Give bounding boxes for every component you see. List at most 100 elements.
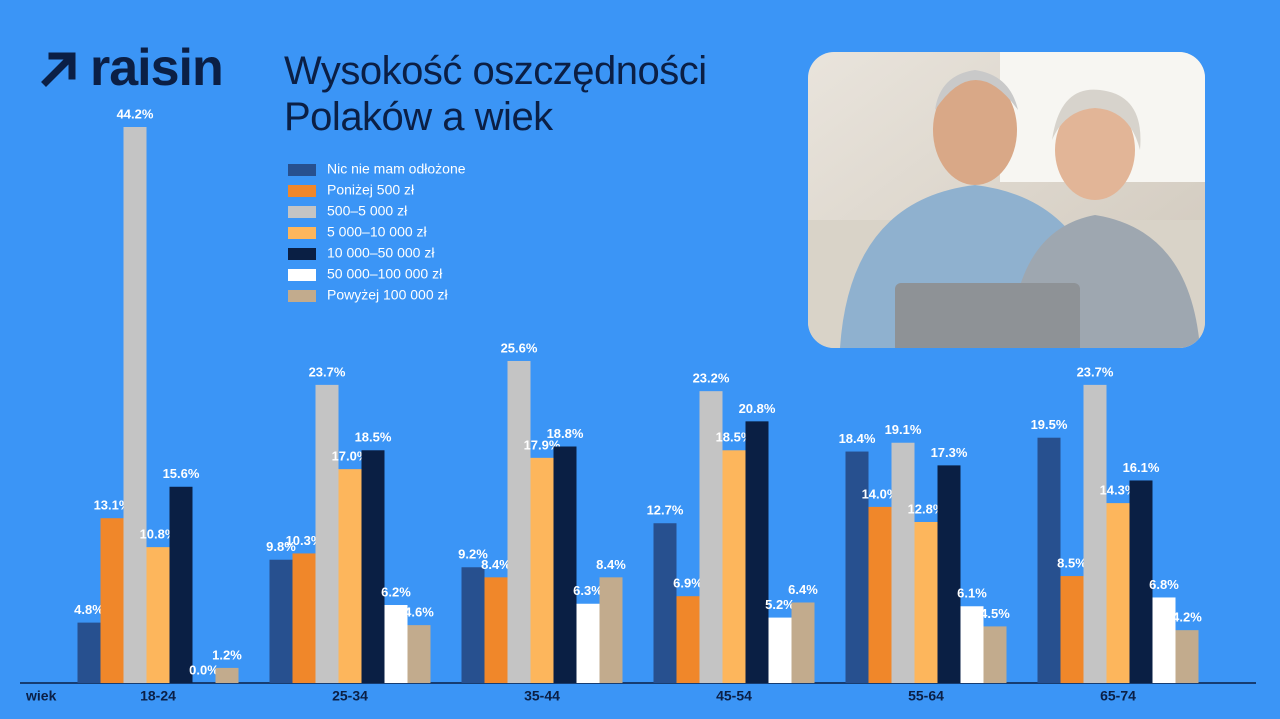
bar xyxy=(868,506,892,683)
legend-label: 10 000–50 000 zł xyxy=(327,245,435,261)
bar xyxy=(676,596,700,683)
logo: raisin xyxy=(40,38,224,98)
legend-label: 5 000–10 000 zł xyxy=(327,224,428,240)
value-label: 17.3% xyxy=(931,445,968,460)
legend-swatch xyxy=(288,164,316,176)
value-label: 6.3% xyxy=(573,583,603,598)
value-label: 19.1% xyxy=(885,422,922,437)
chart-title: Wysokość oszczędności Polaków a wiek xyxy=(284,49,707,139)
value-label: 10.8% xyxy=(140,527,177,542)
value-label: 9.2% xyxy=(458,547,488,562)
bar xyxy=(914,521,938,683)
value-label: 18.5% xyxy=(355,430,392,445)
bar xyxy=(292,553,316,683)
value-label: 8.4% xyxy=(596,557,626,572)
bar xyxy=(215,667,239,683)
bar xyxy=(722,450,746,683)
value-label: 17.9% xyxy=(524,437,561,452)
bar xyxy=(576,603,600,683)
bar xyxy=(1060,576,1084,683)
value-label: 19.5% xyxy=(1031,417,1068,432)
bar xyxy=(745,421,769,683)
bar xyxy=(599,577,623,683)
bar xyxy=(1129,480,1153,683)
bar xyxy=(1037,437,1061,683)
value-label: 0.0% xyxy=(189,662,219,677)
photo xyxy=(808,52,1205,348)
legend-swatch xyxy=(288,290,316,302)
legend-swatch xyxy=(288,227,316,239)
legend-label: 50 000–100 000 zł xyxy=(327,266,443,282)
bar xyxy=(653,523,677,683)
x-axis-label: wiek xyxy=(25,688,57,704)
bar xyxy=(891,442,915,683)
bar xyxy=(169,486,193,683)
logo-arrow xyxy=(41,52,76,87)
legend-label: Poniżej 500 zł xyxy=(327,182,415,198)
value-label: 9.8% xyxy=(266,539,296,554)
x-tick-label: 45-54 xyxy=(716,688,752,704)
bar xyxy=(77,622,101,683)
value-label: 16.1% xyxy=(1123,460,1160,475)
value-label: 23.7% xyxy=(309,364,346,379)
bar xyxy=(791,602,815,683)
bar xyxy=(361,450,385,683)
value-label: 15.6% xyxy=(163,466,200,481)
bar xyxy=(269,559,293,683)
value-label: 6.9% xyxy=(673,576,703,591)
bar xyxy=(315,384,339,683)
value-label: 25.6% xyxy=(501,340,538,355)
bar xyxy=(146,547,170,683)
legend-label: 500–5 000 zł xyxy=(327,203,408,219)
bar xyxy=(1152,597,1176,683)
value-label: 18.8% xyxy=(547,426,584,441)
x-tick-label: 18-24 xyxy=(140,688,176,704)
bar xyxy=(960,606,984,683)
bar xyxy=(553,446,577,683)
value-label: 14.3% xyxy=(1100,483,1137,498)
value-label: 8.5% xyxy=(1057,556,1087,571)
value-label: 6.2% xyxy=(381,584,411,599)
bar xyxy=(100,518,124,683)
value-label: 10.3% xyxy=(286,533,323,548)
x-tick-label: 65-74 xyxy=(1100,688,1136,704)
legend-swatch xyxy=(288,206,316,218)
value-label: 4.5% xyxy=(980,606,1010,621)
bar xyxy=(1106,503,1130,683)
bar xyxy=(338,469,362,683)
bar xyxy=(937,465,961,683)
value-label: 8.4% xyxy=(481,557,511,572)
bar xyxy=(699,391,723,683)
bar xyxy=(1175,630,1199,683)
value-label: 18.5% xyxy=(716,430,753,445)
legend-label: Nic nie mam odłożone xyxy=(327,161,466,177)
value-label: 6.1% xyxy=(957,586,987,601)
bar xyxy=(845,451,869,683)
value-label: 12.8% xyxy=(908,501,945,516)
value-label: 44.2% xyxy=(117,106,154,121)
legend-label: Powyżej 100 000 zł xyxy=(327,287,449,303)
value-label: 6.4% xyxy=(788,582,818,597)
bar xyxy=(507,360,531,683)
bar xyxy=(123,127,147,683)
value-label: 13.1% xyxy=(94,498,131,513)
value-label: 20.8% xyxy=(739,401,776,416)
logo-text: raisin xyxy=(90,39,224,97)
x-tick-label: 35-44 xyxy=(524,688,560,704)
value-label: 23.7% xyxy=(1077,364,1114,379)
legend-swatch xyxy=(288,248,316,260)
value-label: 5.2% xyxy=(765,597,795,612)
bar xyxy=(384,605,408,683)
value-label: 14.0% xyxy=(862,486,899,501)
legend-swatch xyxy=(288,269,316,281)
value-label: 17.0% xyxy=(332,449,369,464)
bar xyxy=(768,617,792,683)
value-label: 4.2% xyxy=(1172,610,1202,625)
legend-swatch xyxy=(288,185,316,197)
value-label: 6.8% xyxy=(1149,577,1179,592)
value-label: 18.4% xyxy=(839,431,876,446)
value-label: 23.2% xyxy=(693,371,730,386)
bar xyxy=(461,567,485,683)
